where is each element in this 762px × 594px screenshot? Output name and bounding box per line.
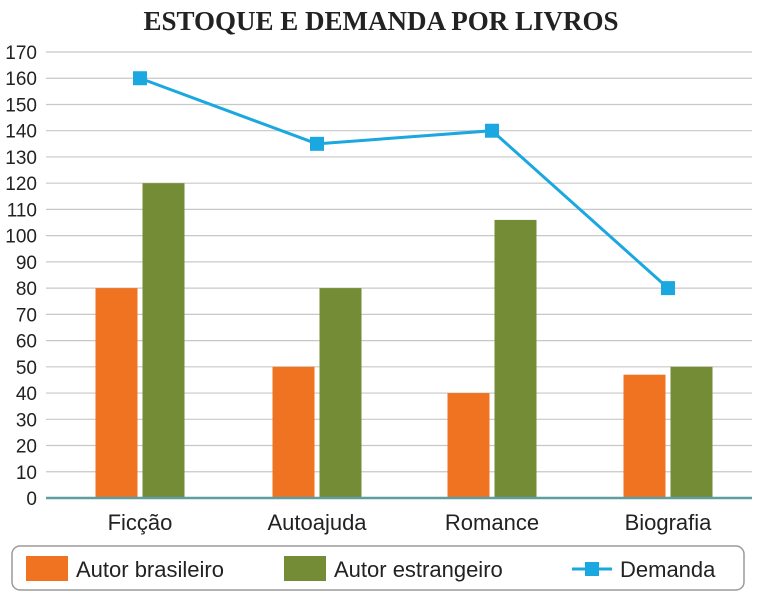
demand-point-1 <box>310 136 324 151</box>
y-tick-label: 60 <box>16 332 37 353</box>
legend: Autor brasileiro Autor estrangeiro Deman… <box>11 545 745 591</box>
y-tick-label: 50 <box>16 358 37 379</box>
x-tick-label: Ficção <box>108 510 173 535</box>
bar-autor-estrangeiro-0 <box>142 183 185 499</box>
y-tick-label: 100 <box>5 227 37 248</box>
demand-line-series <box>133 71 675 296</box>
bar-autor-brasileiro-0 <box>95 288 138 498</box>
legend-label-demanda: Demanda <box>620 557 716 582</box>
bars <box>95 183 713 499</box>
y-tick-label: 70 <box>16 305 37 326</box>
demand-point-0 <box>133 71 147 86</box>
y-tick-label: 0 <box>26 489 37 510</box>
bar-autor-estrangeiro-1 <box>319 288 362 498</box>
x-axis-ticks: Ficção Autoajuda Romance Biografia <box>108 510 713 535</box>
legend-label-autor-brasileiro: Autor brasileiro <box>76 557 224 582</box>
legend-box <box>11 545 745 591</box>
y-tick-label: 120 <box>5 174 37 195</box>
y-tick-label: 20 <box>16 437 37 458</box>
y-tick-label: 170 <box>5 43 37 64</box>
bar-autor-brasileiro-2 <box>447 393 490 498</box>
legend-swatch-autor-estrangeiro <box>284 556 326 581</box>
x-tick-label: Autoajuda <box>267 510 367 535</box>
bar-autor-estrangeiro-2 <box>494 219 537 498</box>
legend-marker-demanda <box>585 562 599 576</box>
y-tick-label: 10 <box>16 463 37 484</box>
demand-point-2 <box>485 123 499 138</box>
x-tick-label: Romance <box>445 510 539 535</box>
y-tick-label: 130 <box>5 148 37 169</box>
y-tick-label: 150 <box>5 95 37 116</box>
bar-autor-brasileiro-1 <box>272 366 315 498</box>
legend-label-autor-estrangeiro: Autor estrangeiro <box>334 557 503 582</box>
y-tick-label: 90 <box>16 253 37 274</box>
bar-autor-estrangeiro-3 <box>670 366 713 498</box>
bar-autor-brasileiro-3 <box>623 374 666 498</box>
y-tick-label: 160 <box>5 69 37 90</box>
chart-title: ESTOQUE E DEMANDA POR LIVROS <box>143 6 618 36</box>
y-tick-label: 140 <box>5 122 37 143</box>
legend-swatch-autor-brasileiro <box>26 556 68 581</box>
y-tick-label: 40 <box>16 384 37 405</box>
y-tick-label: 80 <box>16 279 37 300</box>
y-tick-label: 110 <box>7 200 37 221</box>
y-axis-ticks: 0 10 20 30 40 50 60 70 80 90 100 110 120 130 140 150 160… <box>5 43 37 510</box>
x-tick-label: Biografia <box>625 510 713 535</box>
demand-point-3 <box>661 281 675 296</box>
y-tick-label: 30 <box>16 410 37 431</box>
demand-line <box>139 76 669 290</box>
